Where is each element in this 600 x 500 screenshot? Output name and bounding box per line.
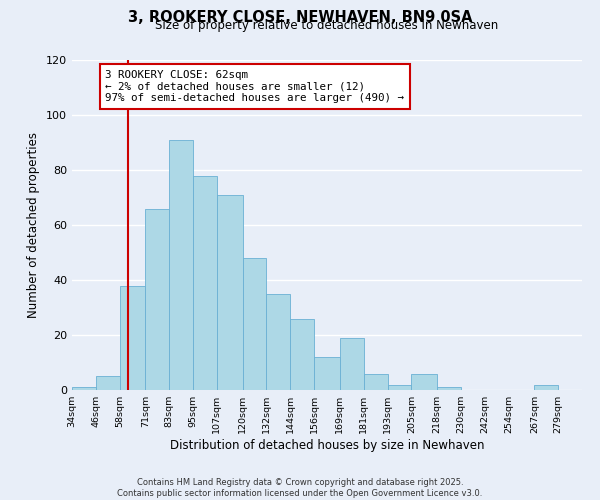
Bar xyxy=(314,357,340,390)
Bar xyxy=(242,258,266,390)
Y-axis label: Number of detached properties: Number of detached properties xyxy=(28,132,40,318)
Bar xyxy=(535,384,558,390)
Bar xyxy=(437,387,461,390)
Bar xyxy=(169,140,193,390)
Bar xyxy=(266,294,290,390)
Bar xyxy=(145,208,169,390)
Bar xyxy=(290,318,314,390)
Bar xyxy=(412,374,437,390)
Text: 3, ROOKERY CLOSE, NEWHAVEN, BN9 0SA: 3, ROOKERY CLOSE, NEWHAVEN, BN9 0SA xyxy=(128,10,472,25)
Bar xyxy=(364,374,388,390)
Text: Contains HM Land Registry data © Crown copyright and database right 2025.
Contai: Contains HM Land Registry data © Crown c… xyxy=(118,478,482,498)
Bar xyxy=(217,194,242,390)
X-axis label: Distribution of detached houses by size in Newhaven: Distribution of detached houses by size … xyxy=(170,439,484,452)
Title: Size of property relative to detached houses in Newhaven: Size of property relative to detached ho… xyxy=(155,20,499,32)
Bar xyxy=(340,338,364,390)
Bar xyxy=(388,384,412,390)
Bar xyxy=(72,387,96,390)
Bar xyxy=(193,176,217,390)
Bar xyxy=(96,376,119,390)
Text: 3 ROOKERY CLOSE: 62sqm
← 2% of detached houses are smaller (12)
97% of semi-deta: 3 ROOKERY CLOSE: 62sqm ← 2% of detached … xyxy=(105,70,404,103)
Bar xyxy=(119,286,145,390)
